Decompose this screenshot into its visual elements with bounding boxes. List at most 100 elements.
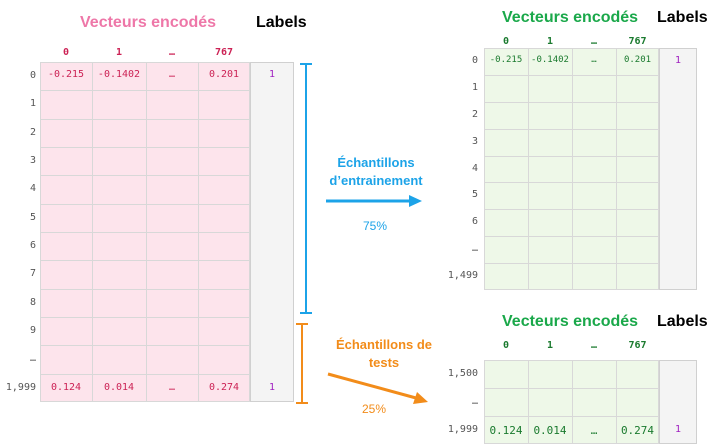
source-row-header: 2 [29,126,36,138]
test-row-header: … [471,396,478,407]
train-row-header: 1,499 [447,270,478,282]
train-col-header-0: 0 [502,36,510,47]
source-row-header: 6 [29,240,36,251]
train-row-divider [484,128,659,130]
train-arrow [326,195,422,207]
train-col-header-ellipsis: … [590,36,598,47]
train-labels-title: Labels [657,9,708,26]
train-cell-0-0: -0.215 [489,55,523,65]
train-row-divider [484,155,659,157]
train-col-header-1: 1 [546,36,554,47]
source-row-header: 5 [29,211,36,223]
test-cell-1999-ellipsis: … [590,424,598,437]
source-row-header: … [29,353,36,365]
source-label-0: 1 [268,69,276,80]
source-col-header-767: 767 [214,47,234,58]
source-cell-0-ellipsis: … [168,69,176,80]
train-col-divider [572,48,573,290]
source-cell-1999-0: 0.124 [50,382,82,393]
source-row-header: 7 [29,268,36,280]
source-cell-1999-ellipsis: … [168,382,176,393]
train-cell-0-767: 0.201 [623,55,652,65]
source-col-divider [146,62,147,402]
source-col-header-1: 1 [115,47,123,58]
source-row-header: 9 [29,325,36,336]
test-labels-title: Labels [657,313,708,330]
train-row-divider [484,74,659,76]
test-col-header-1: 1 [546,340,554,351]
source-cell-1999-1: 0.014 [103,382,135,393]
source-col-divider [92,62,93,402]
train-row-header: 3 [471,135,478,147]
source-row-divider [40,118,250,120]
source-row-divider [40,203,250,205]
test-bracket [296,323,308,404]
train-row-divider [484,101,659,103]
test-label-1999: 1 [674,424,682,435]
source-row-divider [40,317,250,318]
train-percent: 75% [362,219,388,233]
test-row-header: 1,999 [447,424,478,435]
train-row-divider [484,263,659,265]
test-col-header-0: 0 [502,340,510,351]
source-row-divider [40,288,250,290]
source-cell-0-0: -0.215 [47,69,85,80]
source-title: Vecteurs encodés [80,14,217,31]
test-vector-grid [484,360,659,444]
train-arrow-label: Échantillons d’entrainement [329,155,423,188]
source-row-header: 4 [29,183,36,195]
test-row-header: 1,500 [447,368,478,379]
source-cell-0-1: -0.1402 [97,69,141,80]
train-row-header: 5 [471,189,478,201]
test-row-divider [484,416,659,417]
source-cell-1999-767: 0.274 [208,382,240,393]
train-row-divider [484,209,659,211]
train-col-divider [528,48,529,290]
source-row-divider [40,373,250,375]
train-row-divider [484,236,659,238]
test-cell-1999-767: 0.274 [620,424,655,437]
train-vector-grid [484,48,659,290]
train-row-divider [484,182,659,184]
test-row-divider [484,388,659,389]
source-row-header: 3 [29,155,36,166]
train-row-header: … [471,243,478,255]
train-col-divider [616,48,617,290]
test-col-divider [616,360,617,444]
test-col-divider [528,360,529,444]
train-label-0: 1 [674,55,682,66]
train-label-column [659,48,697,290]
source-row-header: 0 [29,70,36,81]
source-row-divider [40,90,250,92]
test-col-header-ellipsis: … [590,340,598,351]
source-row-divider [40,345,250,347]
test-col-divider [572,360,573,444]
train-cell-0-ellipsis: … [591,55,597,65]
train-cell-0-1: -0.1402 [531,55,569,65]
train-row-header: 6 [471,216,478,228]
train-title: Vecteurs encodés [502,9,639,26]
source-col-header-ellipsis: … [168,47,176,58]
source-label-column [250,62,294,402]
source-col-header-0: 0 [62,47,70,58]
source-cell-0-767: 0.201 [208,69,240,80]
test-arrow-label: Échantillons de tests [335,337,433,370]
train-row-header: 2 [471,108,478,120]
train-col-header-767: 767 [628,36,647,47]
test-label-column [659,360,697,444]
train-bracket [300,63,312,314]
source-row-header: 1 [29,98,36,110]
source-label-1999: 1 [268,382,276,393]
source-col-divider [198,62,199,402]
source-row-header: 8 [29,296,36,308]
test-cell-1999-0: 0.124 [489,424,523,437]
train-row-header: 4 [471,162,478,174]
test-col-header-767: 767 [628,340,647,351]
train-row-header: 0 [471,55,478,66]
source-row-divider [40,175,250,177]
source-row-divider [40,147,250,148]
test-title: Vecteurs encodés [502,313,639,330]
source-row-divider [40,260,250,262]
train-row-header: 1 [471,81,478,93]
